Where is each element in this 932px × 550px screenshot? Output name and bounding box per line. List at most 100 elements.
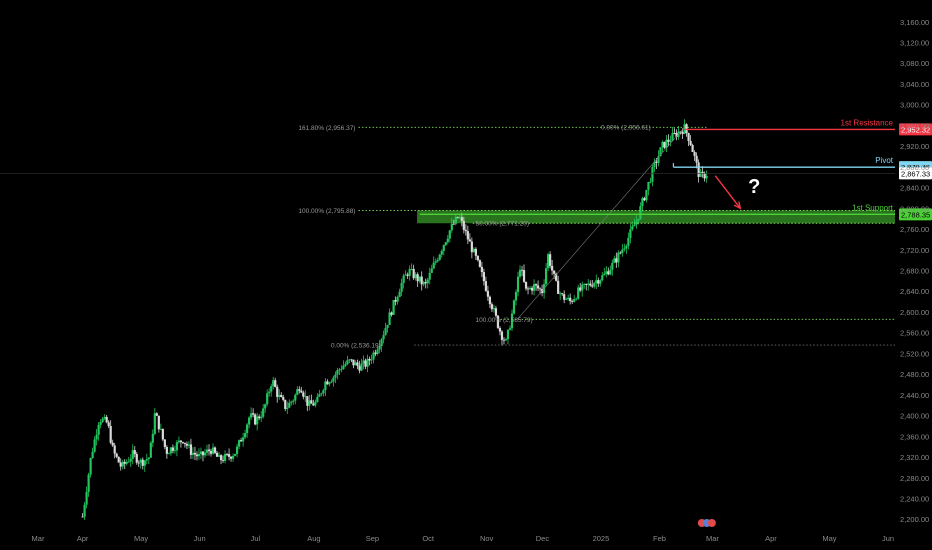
fib-level-label: 161.80% (2,956.37) bbox=[298, 125, 355, 132]
price-tick-label: 2,200.00 bbox=[900, 515, 929, 524]
candle-body bbox=[328, 382, 331, 385]
candle-body bbox=[344, 364, 347, 366]
candle-body bbox=[278, 394, 281, 397]
candle-body bbox=[197, 453, 201, 457]
candle-body bbox=[478, 260, 481, 267]
candle-body bbox=[324, 381, 327, 391]
candle-body bbox=[396, 297, 399, 302]
candle-body bbox=[494, 308, 498, 316]
candle-body bbox=[382, 335, 385, 340]
candle-body bbox=[141, 459, 144, 466]
candle-body bbox=[93, 439, 96, 452]
candle-body bbox=[213, 447, 217, 453]
candle-body bbox=[456, 216, 459, 218]
candle-body bbox=[663, 141, 666, 148]
time-tick-label: May bbox=[822, 534, 836, 543]
candle-body bbox=[657, 156, 660, 163]
candle-body bbox=[171, 447, 174, 451]
support-zone bbox=[417, 210, 895, 224]
time-tick-label: Nov bbox=[480, 534, 494, 543]
time-axis[interactable]: Mar Apr May Jun Jul Aug Sep Oct Nov Dec 2025 Feb Mar… bbox=[32, 534, 895, 543]
fibonacci-layer: 161.80% (2,956.37) 0.00% (2,956.61) 100.00… bbox=[298, 125, 895, 350]
price-tick-label: 2,840.00 bbox=[900, 184, 929, 193]
candle-body bbox=[514, 292, 518, 301]
candle-body bbox=[354, 362, 357, 366]
candle-body bbox=[211, 447, 215, 454]
time-tick-label: Jun bbox=[194, 534, 206, 543]
candle-body bbox=[436, 259, 439, 262]
price-tick-label: 2,880.00 bbox=[900, 163, 929, 172]
candle-body bbox=[326, 381, 329, 385]
candle-body bbox=[667, 139, 670, 142]
candle-body bbox=[563, 294, 566, 300]
price-tick-label: 3,040.00 bbox=[900, 80, 929, 89]
fib-trend-line bbox=[517, 126, 685, 320]
candle-body bbox=[661, 141, 664, 148]
candle-body bbox=[314, 401, 317, 406]
candle-body bbox=[139, 459, 142, 463]
price-tick-label: 2,280.00 bbox=[900, 474, 929, 483]
support-price-value: 2,788.35 bbox=[901, 210, 930, 219]
candle-body bbox=[135, 454, 138, 463]
candle-body bbox=[597, 280, 600, 284]
candle-body bbox=[575, 298, 578, 300]
candle-body bbox=[695, 155, 698, 163]
candle-body bbox=[547, 254, 550, 269]
last-price-value: 2,867.33 bbox=[901, 169, 930, 178]
candle-body bbox=[671, 132, 674, 141]
candle-body bbox=[665, 139, 668, 148]
candle-body bbox=[244, 433, 247, 438]
candle-body bbox=[113, 445, 116, 454]
candle-body bbox=[617, 252, 620, 263]
candle-body bbox=[490, 304, 494, 310]
candle-body bbox=[205, 449, 209, 453]
candle-body bbox=[601, 275, 604, 281]
price-tick-label: 2,960.00 bbox=[900, 121, 929, 130]
candle-body bbox=[254, 414, 257, 425]
candle-body bbox=[571, 301, 574, 302]
candle-body bbox=[623, 248, 626, 250]
candle-body bbox=[342, 365, 345, 370]
candle-body bbox=[362, 360, 365, 364]
candle-body bbox=[312, 403, 315, 406]
candle-body bbox=[488, 296, 492, 305]
candle-body bbox=[551, 265, 554, 271]
candle-body bbox=[187, 444, 191, 446]
candle-body bbox=[175, 442, 178, 451]
candle-body bbox=[131, 450, 134, 459]
price-tick-label: 3,160.00 bbox=[900, 18, 929, 27]
candle-body bbox=[191, 452, 195, 455]
candle-body bbox=[189, 444, 193, 455]
candle-body bbox=[338, 369, 341, 371]
candle-body bbox=[607, 271, 610, 275]
time-tick-label: 2025 bbox=[593, 534, 610, 543]
annotations-layer: ? bbox=[697, 175, 760, 527]
candle-body bbox=[145, 459, 148, 461]
candle-body bbox=[557, 280, 560, 294]
candle-body bbox=[687, 132, 690, 142]
price-tick-label: 2,640.00 bbox=[900, 287, 929, 296]
candle-body bbox=[217, 455, 221, 457]
price-tick-label: 2,240.00 bbox=[900, 495, 929, 504]
candle-body bbox=[173, 450, 176, 452]
candle-body bbox=[264, 404, 267, 409]
question-mark: ? bbox=[748, 176, 760, 198]
candle-body bbox=[603, 273, 606, 276]
candle-body bbox=[565, 299, 568, 300]
candle-body bbox=[645, 189, 648, 201]
candle-body bbox=[215, 452, 219, 457]
candle-body bbox=[227, 454, 231, 457]
candle-body bbox=[179, 440, 183, 443]
price-axis[interactable]: 3,160.00 3,120.00 3,080.00 3,040.00 3,000.00… bbox=[900, 18, 929, 524]
time-tick-label: Apr bbox=[77, 534, 89, 543]
fib-level-label: 100.00% (2,795.88) bbox=[298, 208, 355, 215]
candle-body bbox=[468, 239, 471, 242]
candle-body bbox=[322, 390, 325, 394]
candle-body bbox=[430, 268, 433, 273]
candle-body bbox=[454, 216, 457, 224]
candle-body bbox=[183, 442, 187, 444]
candle-body bbox=[246, 424, 249, 434]
candle-body bbox=[83, 504, 86, 517]
candle-body bbox=[149, 442, 152, 458]
